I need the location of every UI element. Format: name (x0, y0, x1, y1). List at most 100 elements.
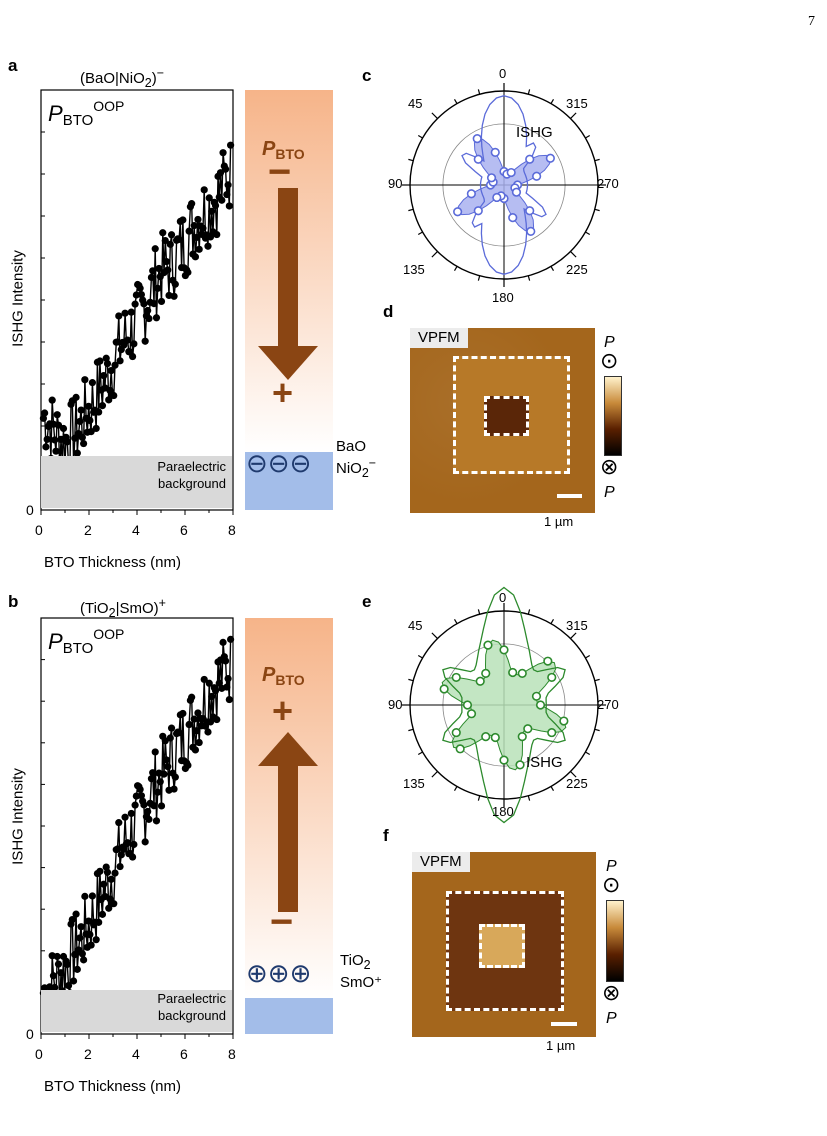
ishg-data-point (490, 147, 500, 157)
data-point (127, 809, 135, 818)
x-axis-label-a: BTO Thickness (nm) (44, 554, 181, 571)
out-of-plane-up-icon-d: ⊙ (600, 348, 619, 373)
data-point (115, 312, 123, 320)
panel-a-title: (BaO|NiO2)− (80, 66, 165, 90)
angle-c-270: 270 (597, 176, 619, 191)
data-point (141, 337, 149, 345)
ishg-data-point (451, 672, 461, 683)
data-point (171, 280, 179, 288)
data-point (86, 930, 94, 939)
data-point (154, 788, 162, 796)
vpfm-tag-d: VPFM (410, 328, 468, 348)
data-point (188, 200, 196, 208)
ishg-data-point (453, 207, 463, 217)
angle-c-225: 225 (566, 262, 588, 277)
outer-dashed-box-d (453, 356, 570, 474)
data-point (195, 245, 203, 253)
data-point (42, 443, 50, 451)
x-axis-label-b: BTO Thickness (nm) (44, 1078, 181, 1095)
ishg-data-point (532, 171, 542, 181)
data-point (123, 839, 132, 847)
ishg-data-point (439, 684, 449, 694)
ishg-data-point (525, 154, 535, 164)
polar-tick (453, 618, 458, 624)
data-point (147, 775, 156, 783)
data-point (225, 202, 233, 210)
data-point (145, 314, 153, 323)
polar-tick (594, 208, 600, 212)
data-point (150, 300, 158, 308)
data-point (88, 892, 96, 900)
data-point (151, 245, 159, 253)
data-point (152, 817, 161, 825)
ishg-label-c: ISHG (516, 124, 553, 141)
ishg-data-point (483, 640, 493, 650)
ishg-outline (442, 586, 566, 824)
ishg-data-point (499, 645, 509, 655)
ishg-data-point (547, 672, 557, 683)
scale-bar-f (551, 1022, 577, 1026)
data-point (221, 657, 230, 665)
polar-tick (417, 751, 423, 756)
data-point (167, 724, 176, 732)
ishg-data-point (517, 668, 527, 678)
data-point (157, 297, 166, 306)
polar-tick (477, 89, 481, 95)
data-point (175, 235, 183, 244)
data-point (175, 729, 183, 737)
data-point (127, 308, 135, 316)
data-point (193, 727, 201, 735)
polar-tick (550, 786, 555, 792)
data-point (130, 840, 138, 849)
interface-layers-a: BaO NiO2− (336, 438, 377, 480)
data-point (204, 728, 212, 736)
vpfm-tag-f: VPFM (412, 852, 470, 872)
polar-tick (477, 275, 481, 281)
ishg-data-point (473, 154, 483, 164)
data-point (227, 635, 235, 643)
data-point (103, 359, 112, 368)
data-point (41, 409, 49, 417)
polar-tick (408, 678, 414, 682)
data-point (131, 300, 139, 308)
data-point (49, 972, 58, 980)
polar-tick (417, 134, 423, 139)
data-point (221, 165, 230, 173)
data-point (107, 366, 115, 375)
data-point (73, 965, 81, 973)
data-point (194, 215, 202, 224)
data-point (48, 396, 56, 404)
data-point (78, 950, 86, 958)
data-point (185, 227, 193, 235)
data-point (136, 785, 144, 794)
polar-tick (585, 654, 591, 659)
data-point (80, 956, 88, 964)
data-point (152, 314, 161, 322)
data-point (81, 892, 89, 900)
polar-tick (570, 632, 577, 639)
polar-tick (431, 251, 438, 258)
polar-tick (550, 618, 555, 624)
ishg-data-point (508, 213, 518, 223)
angle-e-315: 315 (566, 618, 588, 633)
ishg-data-point (525, 206, 535, 216)
ishg-data-point (543, 656, 553, 666)
ishg-data-point (481, 732, 491, 742)
arrow-bottom-sign-b: − (270, 900, 294, 944)
angle-e-180: 180 (492, 804, 514, 819)
data-point (81, 376, 89, 384)
data-point (86, 416, 94, 425)
polar-tick (594, 158, 600, 162)
data-point (63, 960, 71, 969)
written-region-inner-f (479, 924, 525, 968)
ishg-data-point (515, 760, 525, 770)
data-point (179, 709, 187, 718)
polar-tick (527, 609, 531, 615)
data-point (227, 141, 235, 149)
data-point (54, 960, 63, 968)
data-point (164, 266, 172, 274)
x-tick-a-4: 4 (132, 522, 140, 538)
angle-c-315: 315 (566, 96, 588, 111)
panel-label-b: b (8, 592, 19, 611)
